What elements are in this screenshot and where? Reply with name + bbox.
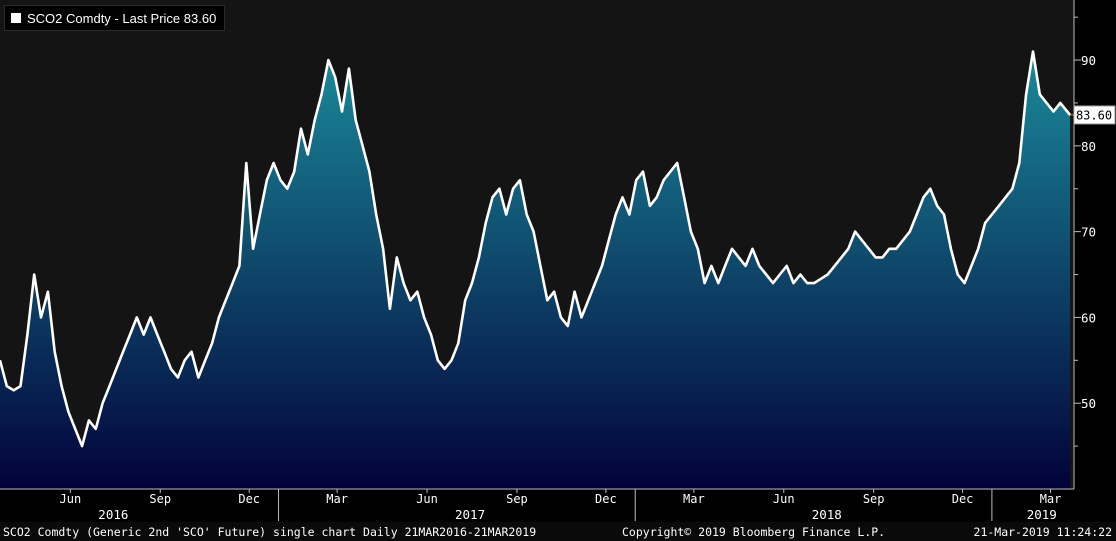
legend-swatch	[11, 13, 21, 23]
price-area	[0, 51, 1071, 489]
last-price-tag: 83.60	[1073, 105, 1116, 125]
x-tick-label: Jun	[773, 492, 795, 506]
y-tick-label: 80	[1081, 139, 1096, 154]
last-price-label: 83.60	[1076, 108, 1112, 122]
x-year-label: 2018	[812, 507, 842, 522]
y-tick-label: 50	[1081, 396, 1096, 411]
x-tick-label: Jun	[60, 492, 82, 506]
footer-copyright: Copyright© 2019 Bloomberg Finance L.P.	[622, 525, 886, 539]
price-line	[0, 50, 1072, 448]
y-tick-label: 90	[1081, 53, 1096, 68]
x-year-label: 2016	[98, 507, 128, 522]
x-year-label: 2019	[1027, 507, 1057, 522]
x-tick-label: Sep	[863, 492, 885, 506]
x-tick-label: Jun	[416, 492, 438, 506]
x-tick-label: Sep	[506, 492, 528, 506]
x-tick-label: Dec	[238, 492, 260, 506]
x-tick-label: Mar	[1040, 492, 1062, 506]
footer-bar: SCO2 Comdty (Generic 2nd 'SCO' Future) s…	[0, 522, 1116, 541]
chart-legend: SCO2 Comdty - Last Price 83.60	[4, 5, 226, 31]
y-tick-label: 60	[1081, 310, 1096, 325]
x-tick-label: Dec	[952, 492, 974, 506]
footer-description: SCO2 Comdty (Generic 2nd 'SCO' Future) s…	[3, 525, 537, 539]
x-tick-label: Mar	[326, 492, 348, 506]
x-tick-label: Mar	[683, 492, 705, 506]
y-tick-label: 70	[1081, 225, 1096, 240]
x-tick-label: Dec	[595, 492, 617, 506]
x-year-label: 2017	[455, 507, 485, 522]
legend-label: SCO2 Comdty - Last Price 83.60	[27, 10, 217, 26]
footer-timestamp: 21-Mar-2019 11:24:22	[973, 525, 1112, 539]
x-tick-label: Sep	[149, 492, 171, 506]
